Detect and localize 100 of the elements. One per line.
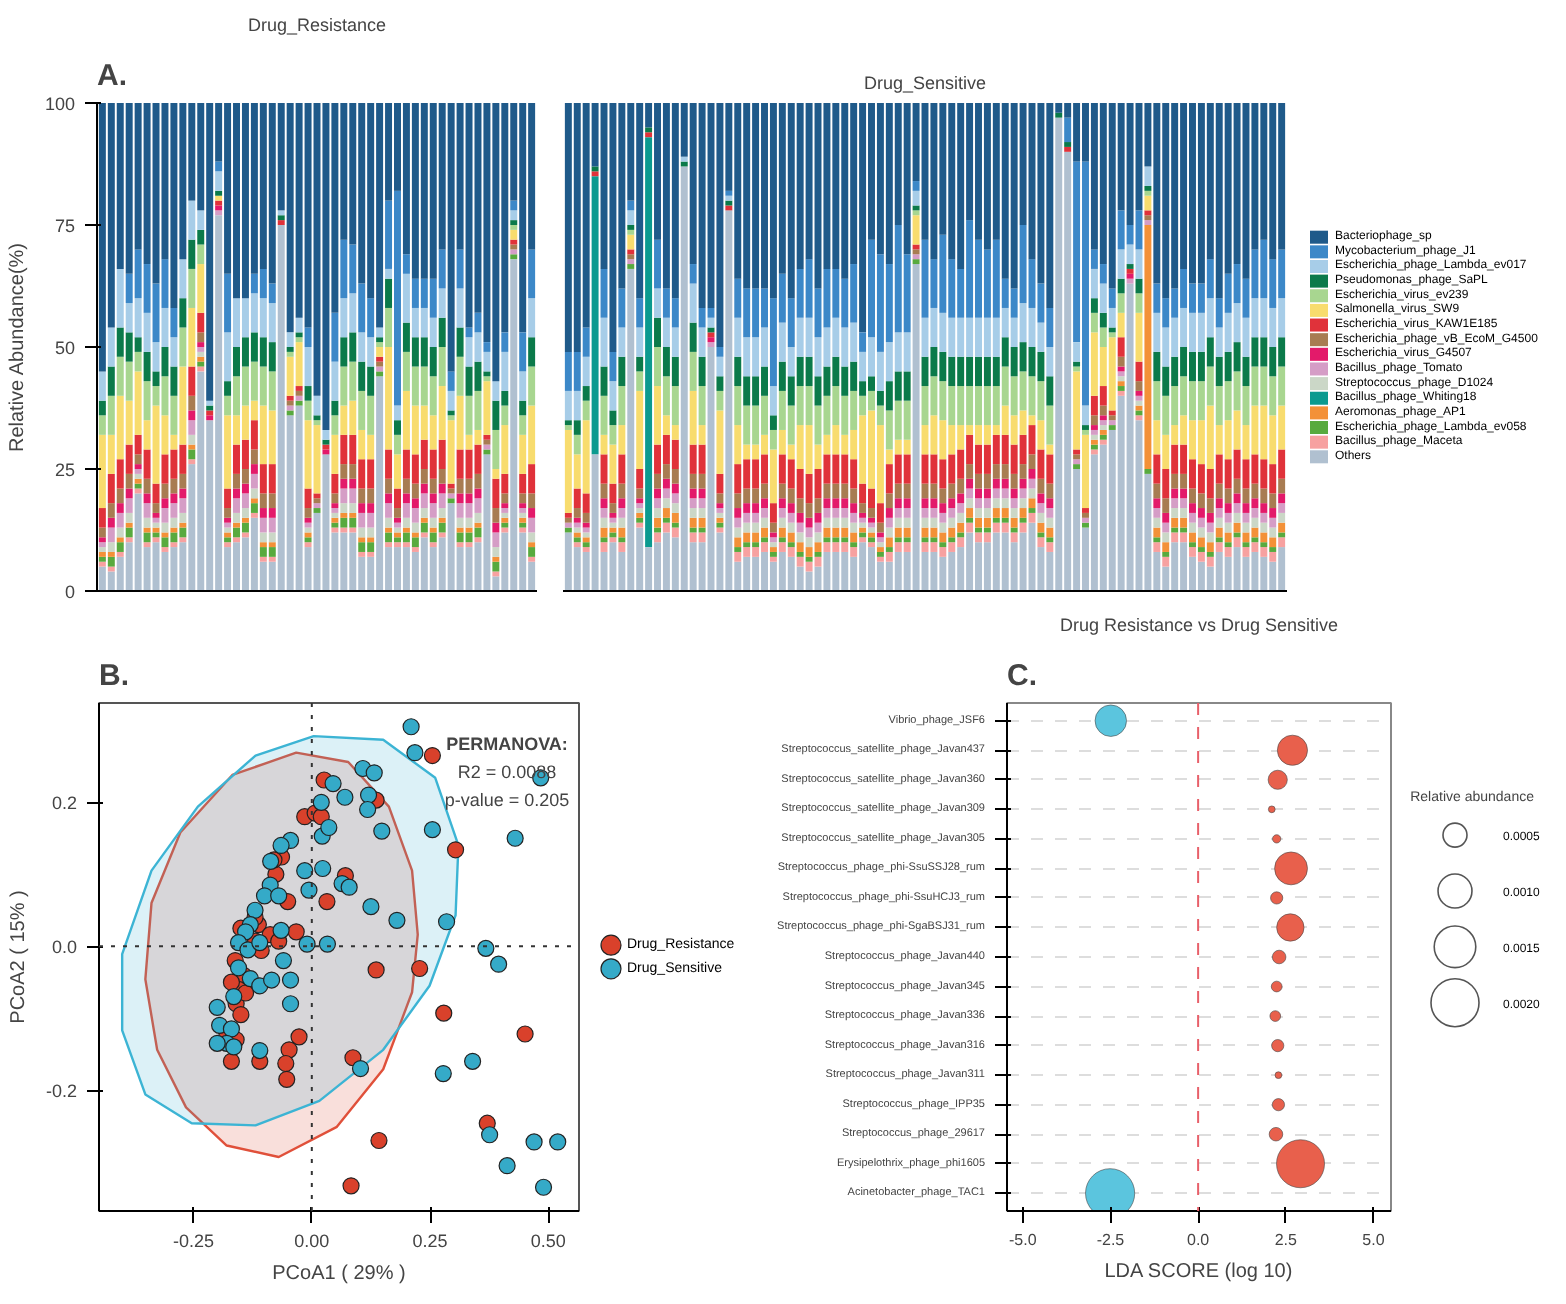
bar bbox=[573, 542, 581, 548]
bar bbox=[1153, 527, 1161, 538]
bar bbox=[340, 337, 348, 367]
bar bbox=[716, 522, 724, 528]
bar bbox=[698, 444, 706, 474]
bar bbox=[152, 532, 160, 538]
x-tick-label: 0.50 bbox=[530, 1231, 566, 1251]
bar bbox=[331, 517, 339, 523]
bar bbox=[805, 527, 813, 538]
bar bbox=[116, 551, 124, 557]
bar bbox=[1037, 537, 1045, 548]
bar bbox=[215, 210, 223, 216]
bar bbox=[438, 483, 446, 494]
bar bbox=[930, 415, 938, 455]
bar bbox=[188, 459, 196, 465]
bar bbox=[609, 483, 617, 504]
bar bbox=[277, 215, 285, 221]
bar bbox=[519, 332, 527, 372]
bar bbox=[492, 556, 500, 562]
bar bbox=[519, 512, 527, 518]
bar bbox=[966, 488, 974, 499]
bar bbox=[636, 517, 644, 523]
bar bbox=[98, 400, 106, 416]
bar bbox=[1099, 439, 1107, 445]
bar bbox=[654, 317, 661, 347]
bar bbox=[1126, 273, 1134, 279]
bar bbox=[636, 503, 644, 509]
bar bbox=[215, 190, 223, 196]
bar bbox=[474, 537, 482, 543]
bar bbox=[1171, 508, 1179, 518]
bar bbox=[519, 400, 527, 416]
bar bbox=[1251, 527, 1259, 538]
bar bbox=[1073, 454, 1081, 460]
bar bbox=[358, 527, 366, 538]
bar bbox=[1001, 498, 1009, 509]
bar bbox=[1126, 283, 1134, 591]
bar bbox=[1206, 498, 1214, 513]
bar bbox=[636, 298, 644, 328]
bar bbox=[1233, 493, 1241, 504]
bar bbox=[805, 425, 813, 474]
bar bbox=[510, 200, 518, 211]
bar bbox=[358, 488, 366, 504]
bar bbox=[564, 517, 572, 523]
bar bbox=[618, 386, 626, 426]
bar bbox=[465, 478, 473, 494]
bar bbox=[438, 288, 446, 318]
bar bbox=[528, 249, 536, 299]
bar bbox=[1206, 542, 1214, 552]
bar bbox=[268, 303, 276, 343]
bar bbox=[474, 444, 482, 474]
bar bbox=[1233, 512, 1241, 523]
bar bbox=[483, 342, 491, 352]
bar bbox=[636, 512, 644, 518]
bar bbox=[250, 512, 258, 518]
bar bbox=[385, 542, 393, 548]
bar bbox=[447, 415, 455, 421]
bar bbox=[528, 547, 536, 557]
bar bbox=[912, 264, 920, 591]
bar bbox=[492, 547, 500, 557]
bar bbox=[429, 493, 437, 504]
bar bbox=[868, 532, 875, 538]
bar bbox=[501, 503, 509, 509]
bar bbox=[573, 522, 581, 528]
bar bbox=[474, 473, 482, 489]
bar bbox=[1251, 454, 1259, 484]
y-tick-label: -0.2 bbox=[45, 1081, 78, 1102]
bar bbox=[734, 508, 742, 518]
bar bbox=[358, 537, 366, 543]
bar bbox=[1090, 434, 1098, 440]
bar bbox=[1010, 488, 1018, 499]
bar bbox=[447, 390, 455, 411]
bar bbox=[241, 522, 249, 533]
bar bbox=[456, 356, 464, 396]
bar bbox=[769, 503, 777, 523]
point bbox=[232, 1005, 250, 1024]
bar bbox=[903, 483, 911, 499]
bar bbox=[1153, 498, 1161, 509]
bar bbox=[769, 522, 777, 533]
bar bbox=[483, 376, 491, 382]
bar bbox=[1099, 312, 1107, 328]
bar bbox=[438, 522, 446, 533]
bar bbox=[689, 283, 697, 323]
y-tick-label: 25 bbox=[54, 460, 76, 480]
bar bbox=[107, 503, 115, 518]
bar bbox=[376, 371, 384, 377]
bar bbox=[1162, 498, 1170, 513]
bar bbox=[1099, 405, 1107, 416]
bar bbox=[107, 366, 115, 396]
bar bbox=[98, 537, 106, 543]
bar bbox=[591, 454, 599, 591]
bar bbox=[582, 356, 590, 387]
bar bbox=[1064, 117, 1072, 143]
bar bbox=[98, 561, 106, 567]
bar bbox=[582, 532, 590, 538]
bar bbox=[876, 542, 884, 548]
bar bbox=[483, 449, 491, 455]
bar bbox=[1162, 522, 1170, 533]
bar bbox=[268, 464, 276, 494]
bar bbox=[197, 361, 205, 367]
bar bbox=[161, 508, 169, 523]
